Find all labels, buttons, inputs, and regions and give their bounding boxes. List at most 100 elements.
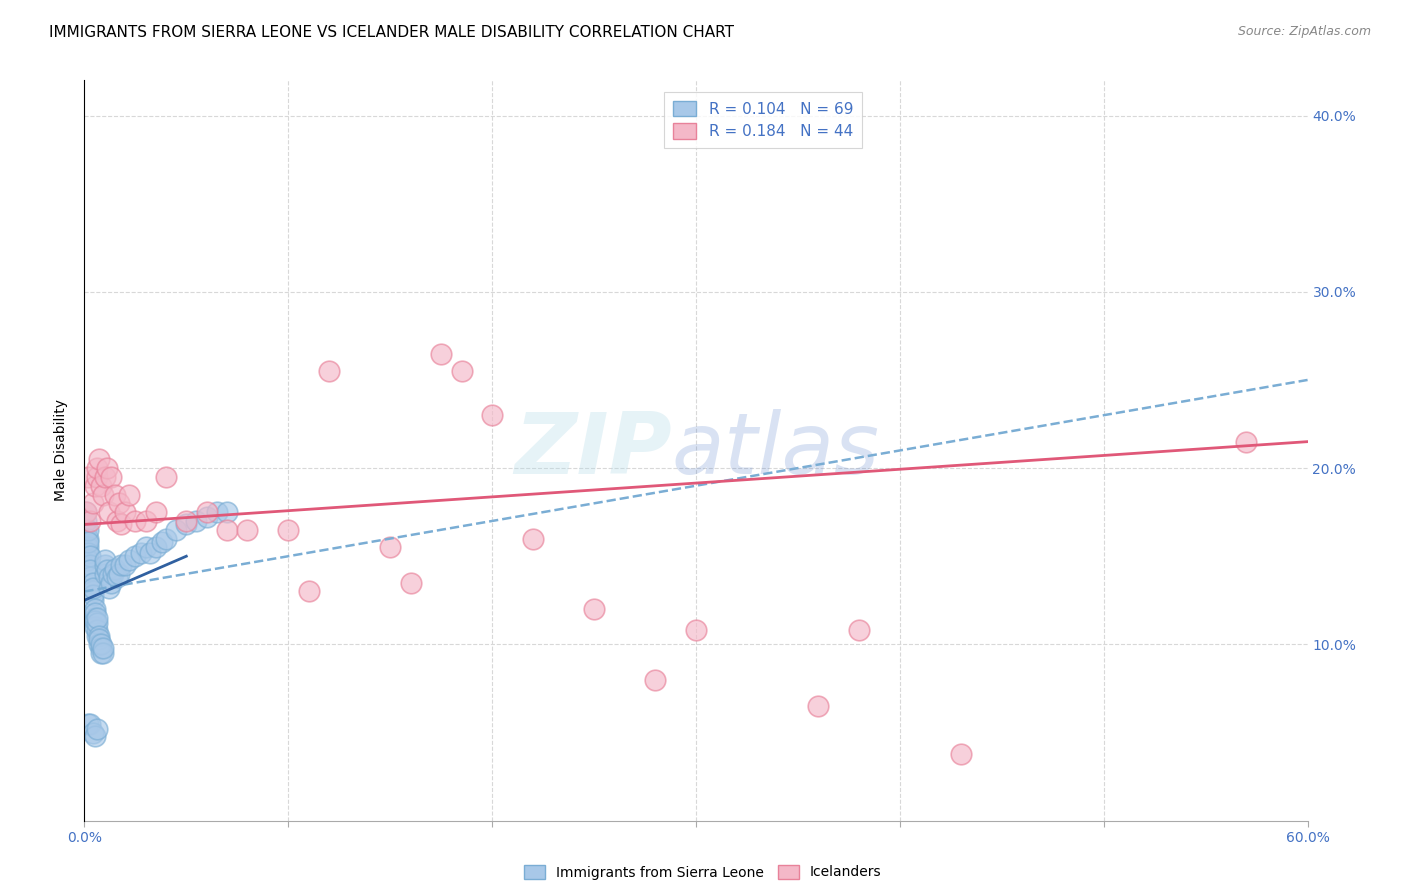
Point xyxy=(77,546,100,560)
Point xyxy=(685,624,707,638)
Point xyxy=(77,541,100,555)
Point xyxy=(75,505,97,519)
Point xyxy=(93,553,115,567)
Point xyxy=(145,505,167,519)
Point xyxy=(100,575,122,590)
Point xyxy=(118,553,141,567)
Point xyxy=(82,496,104,510)
Point xyxy=(195,510,218,524)
Point xyxy=(79,716,101,731)
Point xyxy=(86,616,108,631)
Point xyxy=(75,523,97,537)
Point xyxy=(105,570,128,584)
Point xyxy=(86,624,108,638)
Point xyxy=(450,364,472,378)
Point xyxy=(86,628,108,642)
Point xyxy=(91,487,114,501)
Point xyxy=(155,470,177,484)
Point xyxy=(522,532,544,546)
Point xyxy=(93,566,115,581)
Point xyxy=(205,505,228,519)
Point xyxy=(75,514,97,528)
Text: atlas: atlas xyxy=(672,409,880,492)
Point xyxy=(145,541,167,555)
Point xyxy=(91,646,114,660)
Point xyxy=(77,553,100,567)
Point xyxy=(399,575,422,590)
Point xyxy=(77,532,100,546)
Point xyxy=(135,514,157,528)
Point xyxy=(97,505,120,519)
Text: IMMIGRANTS FROM SIERRA LEONE VS ICELANDER MALE DISABILITY CORRELATION CHART: IMMIGRANTS FROM SIERRA LEONE VS ICELANDE… xyxy=(49,25,734,40)
Point xyxy=(124,514,146,528)
Point xyxy=(87,452,110,467)
Point xyxy=(110,558,132,572)
Point xyxy=(236,523,259,537)
Point xyxy=(131,546,153,560)
Point xyxy=(90,479,112,493)
Point xyxy=(114,558,136,572)
Point xyxy=(135,541,157,555)
Point xyxy=(108,496,131,510)
Point xyxy=(481,408,503,422)
Point xyxy=(950,747,973,761)
Point xyxy=(75,541,97,555)
Point xyxy=(87,637,110,651)
Point xyxy=(86,461,108,475)
Point xyxy=(90,640,112,655)
Point xyxy=(644,673,666,687)
Point xyxy=(277,523,299,537)
Point xyxy=(848,624,870,638)
Point xyxy=(150,535,173,549)
Point xyxy=(110,517,132,532)
Point xyxy=(298,584,321,599)
Point xyxy=(217,505,239,519)
Point xyxy=(101,566,124,581)
Text: ZIP: ZIP xyxy=(513,409,672,492)
Point xyxy=(82,588,104,602)
Point xyxy=(96,563,118,577)
Point xyxy=(380,541,402,555)
Point xyxy=(104,487,127,501)
Point xyxy=(138,546,160,560)
Point xyxy=(96,461,118,475)
Point xyxy=(75,532,97,546)
Point xyxy=(83,611,105,625)
Point xyxy=(87,628,110,642)
Point xyxy=(79,563,101,577)
Point xyxy=(77,716,100,731)
Point xyxy=(186,514,208,528)
Point xyxy=(77,470,100,484)
Point xyxy=(97,581,120,595)
Point xyxy=(86,611,108,625)
Point xyxy=(583,602,606,616)
Point xyxy=(87,632,110,646)
Point xyxy=(93,470,115,484)
Point xyxy=(174,514,197,528)
Point xyxy=(83,615,105,629)
Point xyxy=(79,570,101,584)
Point xyxy=(83,606,105,620)
Point xyxy=(79,549,101,564)
Point xyxy=(93,558,115,572)
Point xyxy=(1236,434,1258,449)
Legend: Immigrants from Sierra Leone, Icelanders: Immigrants from Sierra Leone, Icelanders xyxy=(519,859,887,885)
Point xyxy=(807,699,830,714)
Point xyxy=(118,487,141,501)
Y-axis label: Male Disability: Male Disability xyxy=(55,400,69,501)
Point xyxy=(195,505,218,519)
Point xyxy=(430,346,453,360)
Point xyxy=(79,514,101,528)
Point xyxy=(83,729,105,743)
Point xyxy=(97,570,120,584)
Point xyxy=(100,470,122,484)
Point xyxy=(86,722,108,736)
Point xyxy=(83,602,105,616)
Point xyxy=(83,620,105,634)
Point xyxy=(105,514,128,528)
Point xyxy=(86,470,108,484)
Point xyxy=(79,558,101,572)
Point xyxy=(82,725,104,739)
Point xyxy=(83,479,105,493)
Legend: R = 0.104   N = 69, R = 0.184   N = 44: R = 0.104 N = 69, R = 0.184 N = 44 xyxy=(664,92,862,148)
